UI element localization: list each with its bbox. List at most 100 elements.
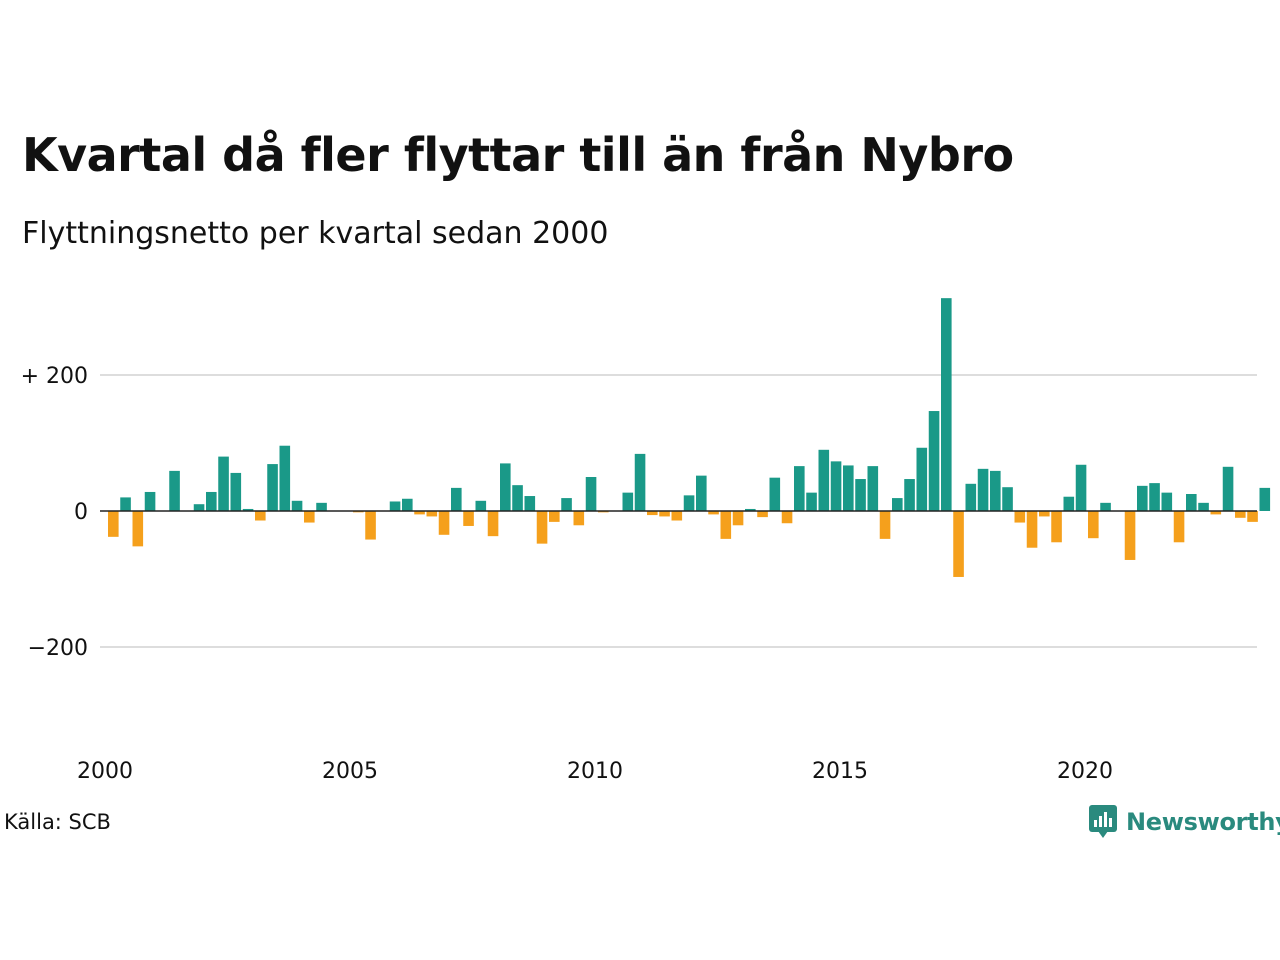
bar [892,498,903,511]
x-tick-label: 2015 [812,759,868,784]
y-tick-label: + 200 [21,364,88,389]
bar [965,483,977,511]
bar [1137,485,1148,511]
y-tick-label: 0 [74,500,88,525]
bar [463,511,474,526]
bar [634,453,646,511]
bar [524,496,536,511]
bar [451,487,462,511]
bar [1124,511,1136,560]
y-axis-ticks: + 200 0 −200 [21,364,88,661]
bar [671,511,683,521]
bar [720,511,732,539]
brand-logo: Newsworthy [1088,804,1280,840]
bar [990,470,1001,511]
bar [487,511,499,537]
bar [879,511,891,539]
bar [1173,511,1185,543]
bar [365,511,376,540]
bar [1149,483,1160,511]
bar [573,511,585,526]
bar [977,468,989,511]
bar [757,511,768,518]
bar [585,477,597,511]
bar [267,464,278,511]
bar [169,470,180,511]
bar [708,511,719,515]
bar [1222,466,1234,511]
bar [389,501,401,511]
bar [108,511,119,537]
bar [536,511,548,544]
bar [1075,464,1087,511]
bar [830,461,842,511]
brand-name: Newsworthy [1126,808,1280,836]
bar [769,477,781,511]
bar [1014,511,1026,523]
bar [230,472,242,511]
bar [1186,494,1197,511]
bar [120,497,131,511]
bar [1002,487,1013,511]
bar [732,511,744,526]
bar [659,511,670,517]
bar [144,491,156,511]
bar [843,465,854,511]
bar [622,492,634,511]
chart-title: Kvartal då fler flyttar till än från Nyb… [22,128,1014,182]
bar [794,466,805,511]
bar [500,463,511,511]
bar-series [108,298,1271,577]
bar [745,508,756,511]
bar [132,511,144,547]
bar [1051,511,1062,543]
bar [193,504,205,511]
bar [916,447,928,511]
bar [1088,511,1099,539]
bar [1235,511,1246,518]
bar [549,511,560,522]
bar [279,445,291,511]
bar [218,456,229,511]
bar [1198,502,1209,511]
x-tick-label: 2010 [567,759,623,784]
bar [426,511,438,517]
bar [1259,487,1271,511]
source-note: Källa: SCB [4,810,111,834]
bar [1210,511,1222,515]
x-tick-label: 2000 [77,759,133,784]
bar [806,492,817,511]
newsworthy-logo-icon [1089,805,1117,838]
bar [647,511,658,516]
bar [867,466,879,511]
bar [316,502,327,511]
bar [402,498,413,511]
bar-chart: + 200 0 −200 2000 2005 2010 2015 2020 [21,298,1271,784]
bar [928,411,940,511]
bar [414,511,425,515]
bar [696,475,707,511]
grid-lines [100,374,1257,648]
bar [683,495,695,511]
x-tick-label: 2005 [322,759,378,784]
bar [438,511,450,535]
bar [1063,496,1075,511]
bar [818,449,830,511]
bar [941,298,952,511]
chart-subtitle: Flyttningsnetto per kvartal sedan 2000 [22,216,609,251]
bar [1100,502,1111,511]
bar [781,511,793,524]
bar [512,485,523,511]
x-axis-ticks: 2000 2005 2010 2015 2020 [77,759,1113,784]
bar [1026,511,1038,548]
bar [953,511,964,577]
bar [904,479,915,511]
bar [1039,511,1050,517]
bar [561,498,572,511]
bar [242,508,254,511]
y-tick-label: −200 [28,636,88,661]
bar [206,491,217,511]
bar [855,479,866,511]
bar [291,500,303,511]
bar [1247,511,1258,522]
